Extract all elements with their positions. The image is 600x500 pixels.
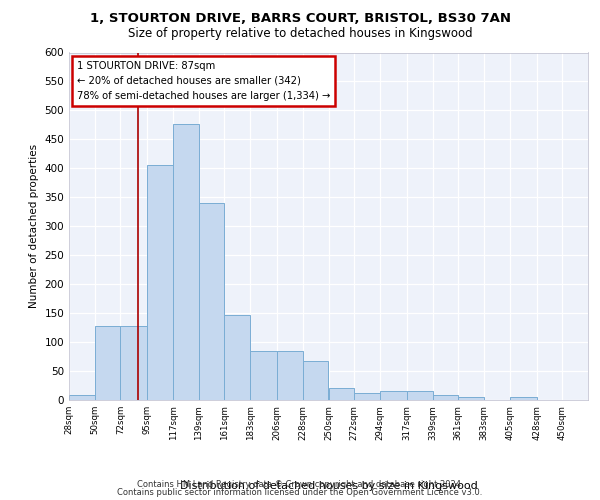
Bar (95, 326, 121, 400)
Bar (354, 393, 380, 400)
Text: 1 STOURTON DRIVE: 87sqm
← 20% of detached houses are smaller (342)
78% of semi-d: 1 STOURTON DRIVE: 87sqm ← 20% of detache… (77, 61, 330, 101)
X-axis label: Distribution of detached houses by size in Kingswood: Distribution of detached houses by size … (179, 482, 478, 492)
Bar (121, 326, 148, 400)
Bar (433, 396, 458, 400)
Bar (458, 397, 484, 400)
Bar (224, 316, 250, 400)
Text: 1, STOURTON DRIVE, BARRS COURT, BRISTOL, BS30 7AN: 1, STOURTON DRIVE, BARRS COURT, BRISTOL,… (89, 12, 511, 26)
Text: Size of property relative to detached houses in Kingswood: Size of property relative to detached ho… (128, 28, 472, 40)
Bar (199, 203, 224, 400)
Text: Contains public sector information licensed under the Open Government Licence v3: Contains public sector information licen… (118, 488, 482, 497)
Bar (588, 397, 600, 400)
Bar (303, 360, 329, 400)
Bar (250, 351, 277, 400)
Y-axis label: Number of detached properties: Number of detached properties (29, 144, 39, 308)
Bar (380, 392, 407, 400)
Bar (148, 166, 173, 400)
Bar (277, 351, 303, 400)
Text: Contains HM Land Registry data © Crown copyright and database right 2024.: Contains HM Land Registry data © Crown c… (137, 480, 463, 489)
Bar (407, 392, 433, 400)
Bar (173, 124, 199, 400)
Bar (509, 397, 536, 400)
Bar (69, 395, 95, 400)
Bar (329, 388, 354, 400)
